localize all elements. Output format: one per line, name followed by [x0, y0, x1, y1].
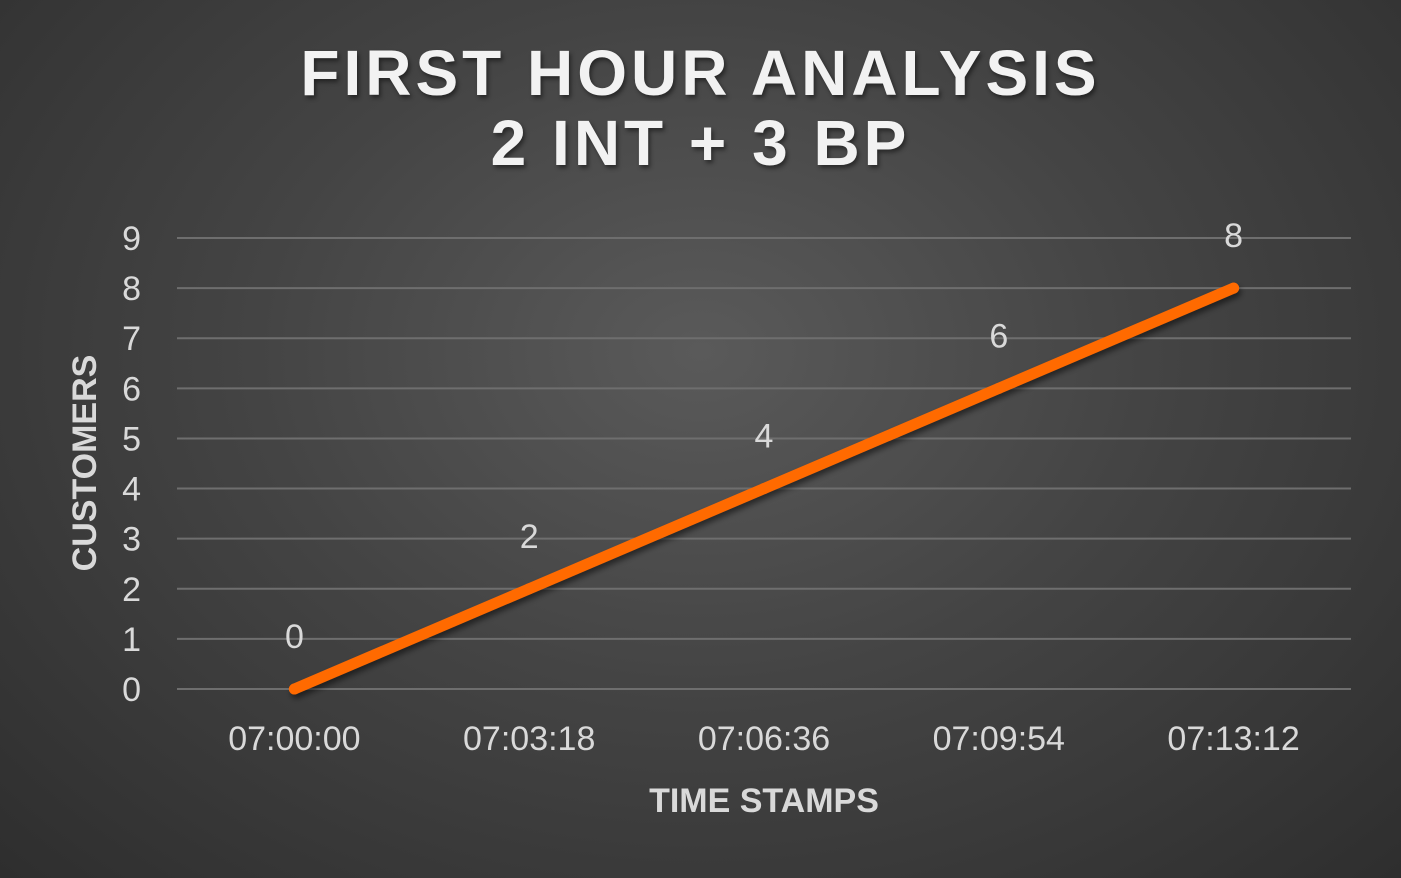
y-tick-label-0: 0 [122, 671, 141, 709]
data-point-0 [288, 683, 300, 695]
y-tick-label-9: 9 [122, 220, 141, 258]
y-tick-label-7: 7 [122, 320, 141, 358]
data-labels: 0 2 4 6 8 [285, 217, 1243, 656]
chart-title-line-2: 2 INT + 3 BP [490, 107, 911, 179]
y-axis-tick-labels: 0 1 2 3 4 5 6 7 8 9 [122, 220, 141, 709]
data-label-2: 4 [755, 418, 774, 456]
data-label-4: 8 [1224, 217, 1243, 255]
y-tick-label-4: 4 [122, 471, 141, 509]
data-label-3: 6 [989, 317, 1008, 355]
chart-title-line-1: FIRST HOUR ANALYSIS [300, 37, 1101, 109]
y-tick-label-3: 3 [122, 521, 141, 559]
data-label-0: 0 [285, 618, 304, 656]
chart-title: FIRST HOUR ANALYSIS 2 INT + 3 BP [0, 38, 1401, 178]
data-point-2 [758, 483, 770, 495]
x-axis-tick-labels: 07:00:00 07:03:18 07:06:36 07:09:54 07:13:12 [228, 720, 1300, 758]
x-tick-label-3: 07:09:54 [933, 720, 1065, 758]
y-tick-label-8: 8 [122, 270, 141, 308]
data-label-1: 2 [520, 518, 539, 556]
y-tick-label-5: 5 [122, 420, 141, 458]
data-point-4 [1228, 282, 1240, 294]
y-axis-title: CUSTOMERS [66, 355, 104, 572]
x-tick-label-1: 07:03:18 [463, 720, 595, 758]
x-tick-label-0: 07:00:00 [228, 720, 360, 758]
y-tick-label-2: 2 [122, 571, 141, 609]
y-tick-label-6: 6 [122, 370, 141, 408]
x-tick-label-2: 07:06:36 [698, 720, 830, 758]
x-axis-title: TIME STAMPS [649, 782, 879, 820]
data-point-1 [523, 583, 535, 595]
x-tick-label-4: 07:13:12 [1167, 720, 1299, 758]
data-point-3 [993, 382, 1005, 394]
y-tick-label-1: 1 [122, 621, 141, 659]
gridlines [177, 237, 1351, 690]
series-layer [288, 282, 1240, 695]
